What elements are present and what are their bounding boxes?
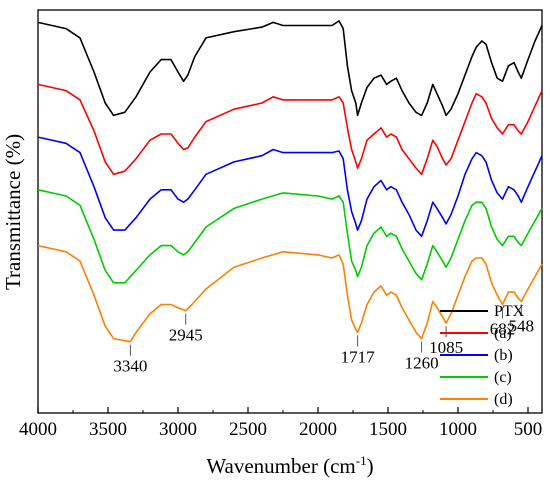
- x-tick-label-500: 500: [514, 419, 543, 440]
- legend-label-2: (b): [494, 347, 513, 364]
- legend-label-3: (c): [494, 369, 512, 386]
- x-axis-title-sup: -1: [356, 453, 367, 468]
- x-ticks: 4000 3500 3000 2500 2000 1500 1000 500: [19, 407, 542, 440]
- y-axis-title: Transmittance (%): [1, 134, 25, 290]
- x-tick-label-1000: 1000: [439, 419, 477, 440]
- x-axis-title-suffix: ): [367, 454, 374, 478]
- plot-frame: [37, 9, 543, 414]
- series-line-0: [37, 20, 543, 117]
- x-tick-label-2000: 2000: [299, 419, 337, 440]
- x-tick-label-2500: 2500: [229, 419, 267, 440]
- legend-label-1: (a): [494, 325, 512, 342]
- annotation-label-682: 682: [490, 320, 516, 339]
- x-axis-title: Wavenumber (cm-1): [206, 453, 373, 478]
- legend-label-4: (d): [494, 391, 513, 408]
- series-line-3: [37, 189, 543, 284]
- x-tick-label-3000: 3000: [159, 419, 197, 440]
- legend-label-0: PTX: [494, 303, 525, 320]
- series-layer: [37, 20, 543, 343]
- series-line-2: [37, 136, 543, 238]
- annotation-label-3340: 3340: [113, 357, 147, 376]
- x-axis-title-main: Wavenumber (cm: [206, 454, 355, 478]
- x-tick-label-1500: 1500: [369, 419, 407, 440]
- annotation-label-1260: 1260: [405, 354, 439, 373]
- legend: PTX (a) (b) (c) (d): [440, 303, 525, 408]
- annotation-label-548: 548: [509, 316, 535, 335]
- annotation-label-1085: 1085: [429, 338, 463, 357]
- series-line-4: [37, 244, 543, 343]
- x-tick-label-4000: 4000: [19, 419, 57, 440]
- series-line-1: [37, 83, 543, 176]
- annotation-label-2945: 2945: [169, 326, 203, 345]
- x-tick-label-3500: 3500: [89, 419, 127, 440]
- annotation-label-1717: 1717: [341, 347, 376, 366]
